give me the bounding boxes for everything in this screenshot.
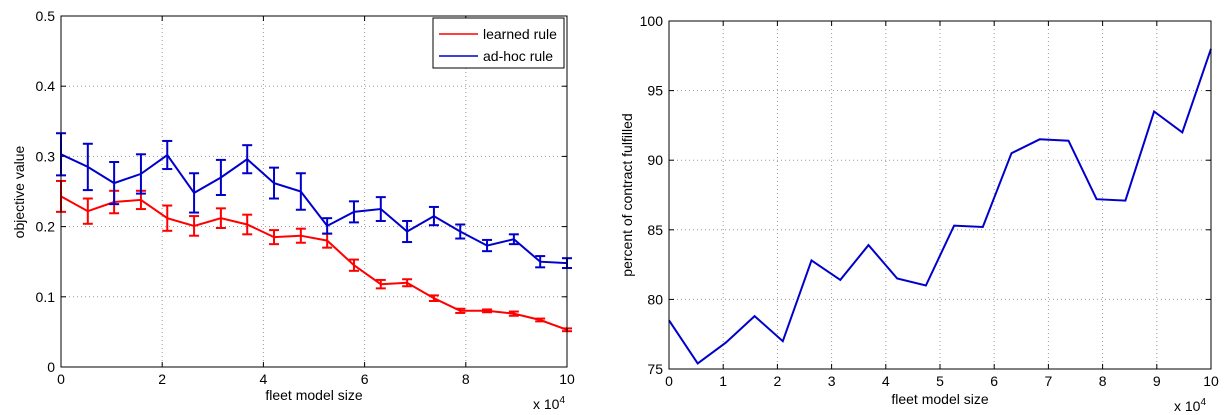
x-tick-label: 4: [882, 373, 890, 389]
x-tick-label: 4: [260, 371, 268, 387]
contract-fulfilled-chart: 0 1 2 3 4 5 6 7 8 9 10 75 80 85 90 95 100 fleet model si…: [619, 13, 1219, 414]
y-tick-label: 95: [647, 83, 663, 99]
y-axis-label-right: percent of contract fulfilled: [619, 113, 635, 276]
series-line-learned-rule: [60, 195, 568, 331]
x-axis-label-right: fleet model size: [891, 391, 988, 407]
series-line-ad-hoc-rule: [60, 153, 568, 265]
y-tick-label: 0.3: [36, 148, 56, 164]
x-tick-label: 9: [1153, 373, 1161, 389]
legend-label-learned-rule: learned rule: [483, 26, 557, 42]
legend-label-ad-hoc-rule: ad-hoc rule: [483, 48, 553, 64]
grid-left: [61, 16, 567, 367]
x-tick-label: 3: [828, 373, 836, 389]
y-tick-label: 0.4: [36, 78, 56, 94]
y-tick-label: 0: [47, 359, 55, 375]
x-tick-label: 8: [462, 371, 470, 387]
x-tick-label: 0: [665, 373, 673, 389]
x-tick-label: 6: [361, 371, 369, 387]
y-axis-label-left: objective value: [11, 145, 27, 238]
series-right: [668, 48, 1212, 365]
plot-frame-right: [668, 20, 1212, 370]
plot-frame-left: [60, 15, 568, 368]
x-axis-label-left: fleet model size: [265, 387, 362, 403]
objective-value-chart: 0 2 4 6 8 10 0 0.1 0.2 0.3 0.4 0.5 fleet model size…: [11, 8, 575, 412]
x-tick-label: 2: [774, 373, 782, 389]
ticks-right: 0 1 2 3 4 5 6 7 8 9 10 75 80 85 90 95 100: [640, 13, 1219, 389]
plot-area-right: [669, 21, 1211, 369]
x-tick-label: 10: [1203, 373, 1219, 389]
x-tick-label: 6: [990, 373, 998, 389]
y-tick-label: 0.5: [36, 8, 56, 24]
legend: learned rule ad-hoc rule: [432, 17, 565, 69]
y-tick-label: 100: [640, 13, 664, 29]
y-tick-label: 0.2: [36, 219, 56, 235]
y-tick-label: 80: [647, 291, 663, 307]
x-tick-label: 5: [936, 373, 944, 389]
y-tick-label: 85: [647, 222, 663, 238]
series-left: [56, 132, 572, 333]
y-tick-label: 0.1: [36, 289, 56, 305]
x-tick-label: 8: [1099, 373, 1107, 389]
y-tick-label: 75: [647, 361, 663, 377]
x-multiplier-left: x 104: [533, 395, 565, 412]
x-tick-label: 2: [158, 371, 166, 387]
x-tick-label: 7: [1045, 373, 1053, 389]
x-multiplier-right: x 104: [1174, 397, 1206, 414]
legend-box: [432, 17, 565, 69]
x-tick-label: 0: [57, 371, 65, 387]
x-tick-label: 10: [559, 371, 575, 387]
series-line-series: [668, 48, 1212, 365]
x-tick-label: 1: [719, 373, 727, 389]
y-tick-label: 90: [647, 152, 663, 168]
